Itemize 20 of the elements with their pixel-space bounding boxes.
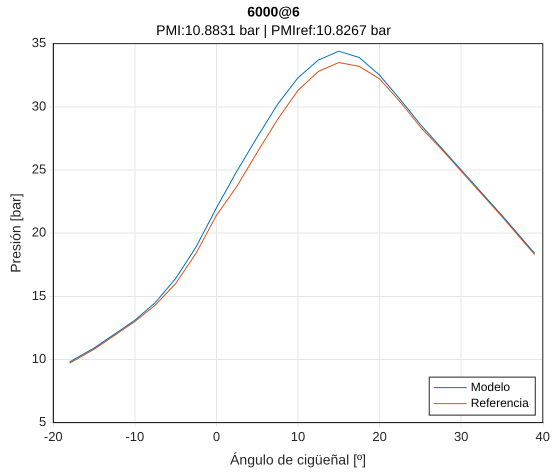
y-tick-label: 15 <box>32 288 46 303</box>
y-tick-label: 35 <box>32 35 46 50</box>
legend-label: Referencia <box>470 396 530 410</box>
chart-subtitle: PMI:10.8831 bar | PMIref:10.8267 bar <box>156 22 392 38</box>
y-tick-label: 25 <box>32 162 46 177</box>
x-tick-label: -20 <box>44 428 63 444</box>
x-tick-label: 40 <box>536 428 550 444</box>
y-tick-label: 5 <box>39 414 46 430</box>
x-tick-label: -10 <box>125 428 144 444</box>
chart-title: 6000@6 <box>247 3 300 20</box>
x-tick-label: 20 <box>372 428 387 444</box>
y-tick-label: 30 <box>32 98 46 114</box>
x-tick-label: 30 <box>454 428 468 444</box>
legend-label: Modelo <box>470 380 510 394</box>
y-tick-label: 10 <box>32 351 46 366</box>
x-tick-label: 10 <box>290 428 306 444</box>
x-axis-title: Ángulo de cigüeñal [º] <box>230 451 366 468</box>
x-tick-label: 0 <box>212 428 220 444</box>
y-tick-label: 20 <box>32 224 46 240</box>
y-axis-title: Presión [bar] <box>7 193 24 273</box>
